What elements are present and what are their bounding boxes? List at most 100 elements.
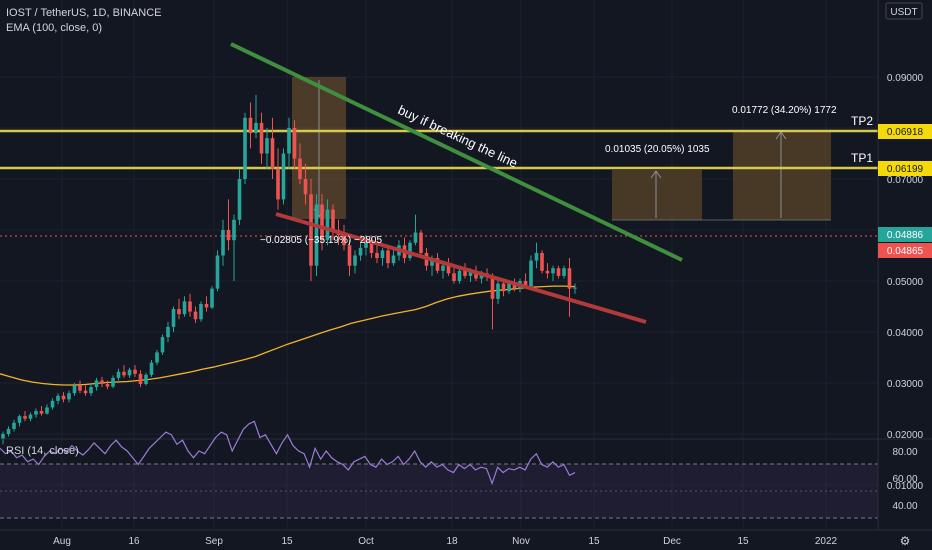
candle-body — [419, 232, 423, 253]
candle-body — [364, 240, 368, 248]
candle-body — [540, 252, 544, 271]
time-tick-label: 15 — [737, 536, 749, 547]
ema-indicator-label: EMA (100, close, 0) — [6, 22, 102, 34]
candle-body — [386, 250, 390, 264]
time-tick-label: Nov — [512, 536, 530, 547]
candle-body — [105, 384, 110, 387]
candle-body — [89, 387, 93, 394]
candle-body — [408, 242, 412, 259]
candle-body — [12, 422, 16, 429]
candle-body — [1, 434, 5, 440]
candle-body — [182, 301, 187, 315]
rsi-tick-40: 40.00 — [892, 501, 917, 512]
tp1-measure-label: 0.01035 (20.05%) 1035 — [605, 144, 710, 155]
candle-body — [133, 369, 137, 374]
rsi-line — [0, 420, 576, 486]
time-tick-label: 2022 — [815, 536, 838, 547]
candle-body — [61, 395, 66, 400]
time-tick-label: Sep — [205, 536, 223, 547]
time-tick-label: Aug — [53, 536, 71, 547]
price-tick-label: 0.07000 — [887, 175, 924, 186]
time-tick-label: Dec — [663, 536, 681, 547]
candle-body — [347, 245, 352, 266]
tp2-target-box — [733, 131, 831, 220]
candle-body — [199, 303, 203, 320]
candle-body — [446, 265, 451, 274]
candle-body — [534, 252, 539, 261]
candle-body — [56, 395, 60, 401]
candle-body — [83, 390, 88, 394]
candle-body — [259, 122, 264, 154]
candle-body — [507, 283, 511, 292]
tp2-price-badge — [878, 124, 932, 139]
candle-body — [215, 255, 220, 289]
candle-body — [490, 275, 495, 299]
candle-body — [72, 385, 77, 394]
descending-support-trendline[interactable] — [275, 212, 647, 324]
candle-body — [67, 393, 71, 400]
time-tick-label: 16 — [128, 536, 140, 547]
symbol-title: IOST / TetherUS, 1D, BINANCE — [6, 7, 161, 19]
drop-measure-label: −0.02805 (−35.19%) −2805 — [260, 235, 382, 246]
candle-body — [111, 377, 115, 387]
tp2-measure-label: 0.01772 (34.20%) 1772 — [732, 105, 837, 116]
rsi-label: RSI (14, close) — [6, 445, 79, 457]
price-tick-label: 0.09000 — [887, 73, 924, 84]
settings-button[interactable] — [890, 533, 920, 548]
candle-body — [34, 411, 38, 415]
candle-body — [221, 230, 225, 256]
currency-box[interactable] — [885, 2, 923, 20]
candle-body — [17, 416, 22, 423]
descending-resistance-trendline[interactable] — [230, 42, 683, 262]
candle-body — [430, 258, 434, 266]
candle-body — [138, 373, 143, 385]
candle-body — [226, 230, 231, 241]
candle-body — [281, 153, 286, 200]
time-tick-label: Oct — [358, 536, 374, 547]
candle-body — [545, 270, 550, 274]
price-tick-label: 0.05000 — [887, 277, 924, 288]
ema-price-value: 0.04886 — [887, 230, 924, 241]
candle-body — [441, 265, 445, 271]
candle-body — [28, 414, 33, 419]
candle-body — [155, 352, 159, 363]
candle-body — [358, 247, 363, 256]
candle-body — [78, 385, 82, 391]
candle-body — [468, 271, 473, 276]
candle-body — [309, 194, 313, 266]
candle-body — [529, 260, 533, 287]
candle-body — [380, 250, 385, 259]
tp1-target-arrowhead — [650, 170, 662, 179]
ema-price-badge — [878, 227, 932, 242]
candle-body — [512, 283, 517, 289]
time-axis-ticks: Aug 16 Sep 15 Oct 18 Nov 15 Dec 15 2022 — [53, 536, 837, 547]
candle-body — [149, 362, 154, 375]
rsi-tick-80: 80.00 — [892, 447, 917, 458]
candle-body — [474, 271, 478, 279]
candle-body — [331, 209, 335, 230]
candle-body — [265, 138, 269, 154]
candle-body — [39, 411, 44, 414]
price-tick-label: 0.01000 — [887, 481, 924, 492]
time-tick-label: 15 — [281, 536, 293, 547]
candle-body — [342, 235, 346, 246]
candle-body — [298, 158, 302, 179]
tp1-label: TP1 — [851, 151, 873, 165]
candle-body — [287, 128, 291, 154]
candle-body — [523, 281, 528, 287]
candle-body — [276, 168, 280, 200]
candle-body — [100, 380, 104, 385]
candle-body — [303, 179, 308, 195]
candle-body — [45, 407, 49, 414]
last-price-value: 0.04865 — [887, 246, 924, 257]
candle-body — [452, 273, 456, 281]
candle-body — [562, 268, 566, 276]
tp1-price-badge — [878, 161, 932, 176]
gear-icon[interactable]: ⚙ — [900, 534, 911, 548]
price-tick-label: 0.02000 — [887, 430, 924, 441]
candle-body — [463, 270, 467, 276]
candle-body — [248, 117, 253, 134]
candle-body — [556, 268, 561, 276]
candle-body — [243, 117, 247, 179]
